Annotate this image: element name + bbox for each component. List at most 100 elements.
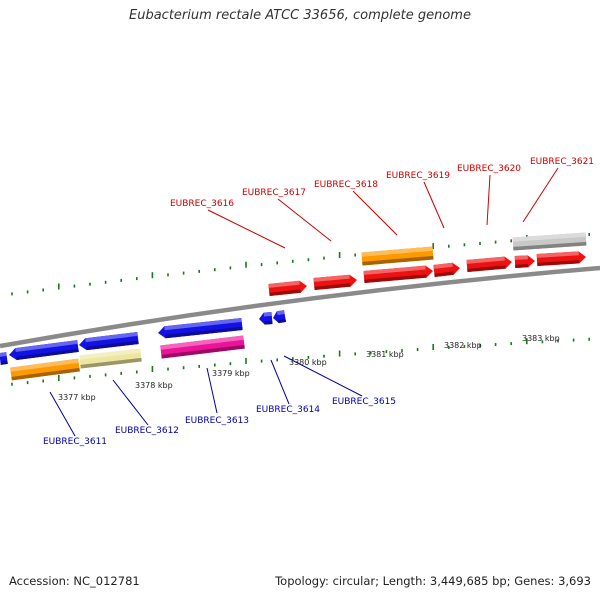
outer-tick bbox=[245, 261, 247, 268]
feature-orange-lower bbox=[10, 358, 80, 381]
gene-label[interactable]: EUBREC_3615 bbox=[332, 397, 396, 407]
inner-tick bbox=[370, 351, 372, 355]
outer-tick bbox=[229, 266, 232, 270]
inner-tick bbox=[11, 382, 13, 386]
inner-tick bbox=[214, 363, 216, 367]
inner-tick bbox=[182, 366, 185, 370]
outer-tick bbox=[104, 280, 107, 284]
outer-tick bbox=[58, 283, 60, 290]
outer-tick bbox=[307, 258, 310, 262]
inner-tick bbox=[276, 358, 278, 362]
gene-arrow-3613 bbox=[158, 318, 243, 339]
leader-line bbox=[352, 190, 398, 236]
genome-summary-text: Topology: circular; Length: 3,449,685 bp… bbox=[275, 574, 591, 588]
gene-arrow-3614 bbox=[259, 312, 273, 325]
leader-line bbox=[522, 167, 559, 223]
gene-arrow-3621 bbox=[536, 251, 586, 266]
kbp-label: 3383 kbp bbox=[522, 334, 560, 343]
inner-tick bbox=[526, 338, 528, 345]
outer-tick bbox=[494, 240, 497, 244]
outer-tick bbox=[338, 252, 341, 258]
gene-arrow-3620 bbox=[466, 256, 512, 272]
kbp-label: 3382 kbp bbox=[444, 341, 482, 350]
gene-arrow-3618 bbox=[363, 265, 433, 283]
outer-tick bbox=[151, 272, 154, 279]
inner-tick bbox=[42, 379, 44, 383]
inner-tick bbox=[26, 381, 29, 385]
feature-magenta-lower bbox=[160, 335, 245, 359]
feature-orange-upper bbox=[361, 246, 434, 266]
inner-tick bbox=[260, 359, 263, 363]
outer-tick bbox=[354, 253, 356, 257]
leader-line bbox=[207, 209, 286, 249]
outer-tick bbox=[276, 261, 278, 265]
map-title: Eubacterium rectale ATCC 33656, complete… bbox=[129, 8, 471, 23]
inner-tick bbox=[73, 376, 76, 380]
outer-tick bbox=[479, 242, 481, 245]
outer-tick bbox=[432, 243, 434, 250]
feature-grey-upper bbox=[512, 232, 587, 251]
kbp-scale-labels: 3377 kbp 3378 kbp 3379 kbp 3380 kbp 3381 kbp… bbox=[58, 334, 560, 402]
gene-label[interactable]: EUBREC_3611 bbox=[43, 437, 107, 447]
genome-backbone bbox=[0, 265, 600, 349]
outer-tick bbox=[182, 271, 185, 275]
inner-tick-track bbox=[11, 337, 590, 386]
gene-label[interactable]: EUBREC_3614 bbox=[256, 405, 320, 415]
outer-tick bbox=[73, 284, 76, 288]
inner-tick bbox=[229, 362, 232, 366]
inner-tick bbox=[432, 344, 434, 350]
inner-tick bbox=[338, 350, 341, 357]
inner-tick bbox=[151, 366, 154, 372]
inner-tick bbox=[557, 339, 559, 343]
gene-label[interactable]: EUBREC_3621 bbox=[530, 157, 594, 167]
leader-line bbox=[486, 174, 491, 226]
gene-arrow-3617 bbox=[313, 274, 357, 290]
outer-tick bbox=[120, 278, 122, 282]
inner-tick bbox=[448, 345, 450, 349]
feature-khaki-lower bbox=[79, 348, 142, 369]
kbp-label: 3377 kbp bbox=[58, 393, 96, 402]
inner-tick bbox=[89, 374, 91, 378]
gene-label[interactable]: EUBREC_3619 bbox=[386, 171, 450, 181]
outer-tick bbox=[26, 290, 29, 294]
outer-tick bbox=[323, 256, 325, 260]
gene-label[interactable]: EUBREC_3617 bbox=[242, 188, 306, 198]
inner-tick bbox=[494, 343, 497, 346]
leader-line bbox=[270, 359, 290, 405]
kbp-label: 3380 kbp bbox=[289, 358, 327, 367]
kbp-label: 3379 kbp bbox=[212, 369, 250, 378]
leader-line bbox=[206, 367, 218, 414]
kbp-label: 3378 kbp bbox=[135, 381, 173, 390]
inner-tick bbox=[588, 337, 590, 341]
inner-tick bbox=[401, 349, 403, 353]
label-leader-lines bbox=[49, 167, 559, 437]
inner-tick bbox=[463, 344, 466, 348]
gene-features bbox=[0, 232, 587, 381]
gene-label[interactable]: EUBREC_3616 bbox=[170, 199, 234, 209]
leader-line bbox=[423, 181, 445, 229]
gene-label[interactable]: EUBREC_3620 bbox=[457, 164, 521, 174]
outer-tick bbox=[463, 243, 466, 247]
gene-arrow-3612 bbox=[79, 332, 139, 351]
outer-tick bbox=[198, 269, 200, 273]
gene-arrow-3616 bbox=[268, 280, 307, 296]
outer-tick bbox=[292, 259, 294, 263]
kbp-label: 3381 kbp bbox=[366, 350, 404, 359]
inner-tick bbox=[104, 373, 107, 377]
gene-label[interactable]: EUBREC_3613 bbox=[185, 416, 249, 426]
gene-label[interactable]: EUBREC_3618 bbox=[314, 180, 378, 190]
outer-tick bbox=[11, 292, 13, 296]
outer-tick bbox=[214, 268, 216, 272]
outer-tick bbox=[89, 282, 91, 286]
leader-line bbox=[112, 379, 149, 426]
inner-tick bbox=[307, 355, 310, 359]
inner-tick bbox=[541, 340, 544, 344]
gene-label[interactable]: EUBREC_3612 bbox=[115, 426, 179, 436]
outer-tick bbox=[167, 273, 169, 277]
gene-arrow-3611 bbox=[9, 340, 79, 360]
inner-tick bbox=[136, 370, 138, 374]
inner-tick bbox=[385, 350, 388, 354]
outer-tick bbox=[42, 288, 44, 292]
gene-arrow-3619 bbox=[433, 262, 460, 277]
